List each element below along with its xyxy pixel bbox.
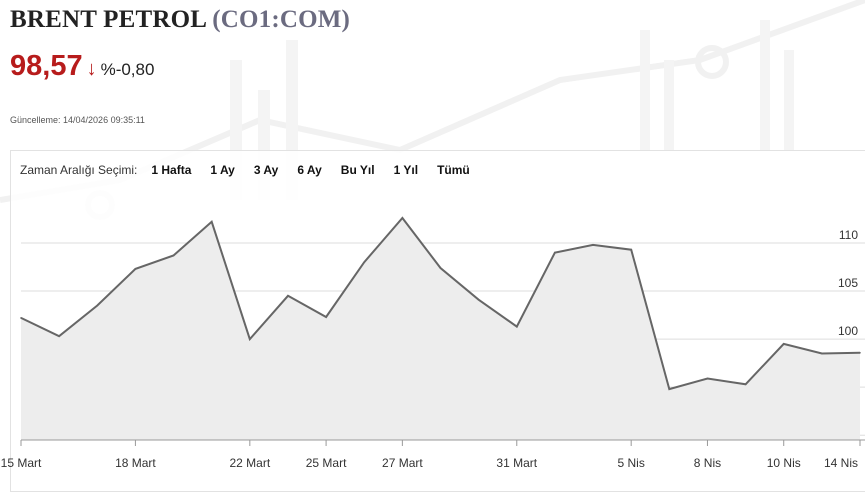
- data-point: [516, 325, 518, 328]
- y-tick-label: 110: [839, 228, 858, 242]
- data-point: [477, 298, 480, 301]
- price-area: [21, 218, 860, 440]
- x-tick-label: 31 Mart: [496, 456, 537, 470]
- data-point: [630, 248, 632, 251]
- data-point: [287, 295, 289, 297]
- x-tick-label: 22 Mart: [229, 456, 270, 470]
- data-point: [172, 254, 175, 257]
- last-updated: Güncelleme: 14/04/2026 09:35:11: [10, 115, 145, 125]
- range-all-button[interactable]: Tümü: [437, 163, 470, 177]
- range-6-month-button[interactable]: 6 Ay: [297, 163, 322, 177]
- data-point: [210, 221, 213, 223]
- data-point: [782, 343, 785, 345]
- current-price: 98,57: [10, 50, 83, 82]
- instrument-code: (CO1:COM): [212, 6, 351, 33]
- range-1-year-button[interactable]: 1 Yıl: [393, 163, 419, 177]
- instrument-name: BRENT PETROL: [10, 6, 206, 33]
- time-range-selector: Zaman Aralığı Seçimi: 1 Hafta 1 Ay 3 Ay …: [20, 163, 489, 177]
- x-tick-label: 8 Nis: [694, 456, 721, 470]
- data-point: [249, 338, 251, 340]
- down-arrow-icon: ↓: [86, 58, 97, 80]
- data-point: [821, 352, 823, 355]
- x-tick-label: 10 Nis: [767, 456, 801, 470]
- x-tick-label: 5 Nis: [618, 456, 645, 470]
- price-change: %-0,80: [100, 60, 155, 79]
- x-tick-label: 18 Mart: [115, 456, 156, 470]
- time-range-label: Zaman Aralığı Seçimi:: [20, 163, 138, 177]
- data-point: [744, 383, 747, 386]
- data-point: [58, 335, 60, 338]
- data-point: [592, 244, 594, 246]
- x-tick-label: 27 Mart: [382, 456, 423, 470]
- data-point: [554, 251, 556, 254]
- instrument-title: BRENT PETROL (CO1:COM): [10, 4, 350, 36]
- data-point: [363, 261, 366, 264]
- range-3-month-button[interactable]: 3 Ay: [253, 163, 279, 177]
- y-tick-label: 105: [838, 276, 858, 290]
- instrument-header: BRENT PETROL (CO1:COM) 98,57 ↓ %-0,80: [10, 4, 350, 83]
- data-point: [401, 217, 404, 219]
- data-point: [325, 316, 327, 318]
- price-row: 98,57 ↓ %-0,80: [10, 50, 350, 83]
- y-tick-label: 100: [838, 324, 858, 338]
- data-point: [706, 377, 709, 380]
- data-point: [668, 388, 671, 390]
- data-point: [439, 267, 442, 269]
- data-point: [134, 268, 137, 270]
- data-point: [859, 352, 861, 354]
- range-1-month-button[interactable]: 1 Ay: [210, 163, 235, 177]
- range-1-week-button[interactable]: 1 Hafta: [151, 163, 192, 177]
- x-tick-label: 14 Nis: [824, 456, 858, 470]
- x-tick-label: 25 Mart: [306, 456, 347, 470]
- data-point: [96, 304, 99, 307]
- data-point: [20, 317, 22, 319]
- range-ytd-button[interactable]: Bu Yıl: [340, 163, 375, 177]
- x-tick-label: 15 Mart: [1, 456, 42, 470]
